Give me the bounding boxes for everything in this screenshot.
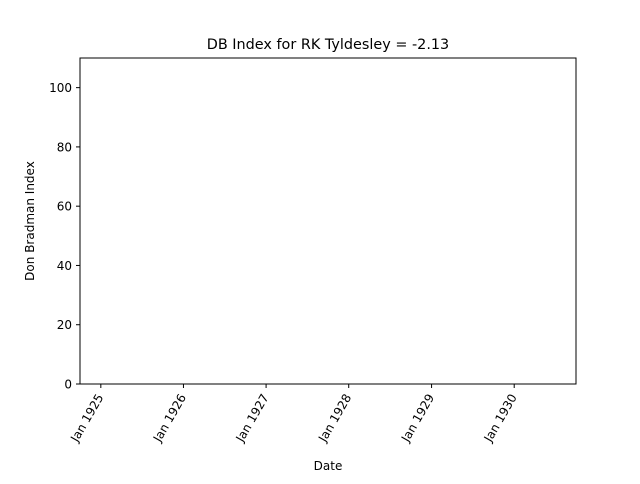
- y-tick-label: 40: [57, 259, 72, 273]
- y-axis: 0 20 40 60 80 100: [49, 81, 80, 392]
- y-axis-label: Don Bradman Index: [23, 161, 37, 281]
- x-tick-label: Jan 1926: [150, 392, 189, 446]
- y-tick-label: 80: [57, 140, 72, 154]
- x-tick-label: Jan 1929: [398, 392, 437, 446]
- x-tick-label: Jan 1925: [67, 392, 106, 446]
- x-axis-label: Date: [314, 459, 343, 473]
- x-tick-label: Jan 1927: [233, 392, 272, 446]
- y-tick-label: 100: [49, 81, 72, 95]
- plot-area: [79, 57, 577, 385]
- y-tick-label: 0: [64, 378, 72, 392]
- x-tick-label: Jan 1928: [315, 392, 354, 446]
- y-tick-label: 20: [57, 318, 72, 332]
- x-tick-label: Jan 1930: [481, 392, 520, 446]
- x-axis: Jan 1925 Jan 1926 Jan 1927 Jan 1928 Jan 1929…: [67, 384, 520, 446]
- y-tick-label: 60: [57, 200, 72, 214]
- chart-title: DB Index for RK Tyldesley = -2.13: [207, 37, 449, 53]
